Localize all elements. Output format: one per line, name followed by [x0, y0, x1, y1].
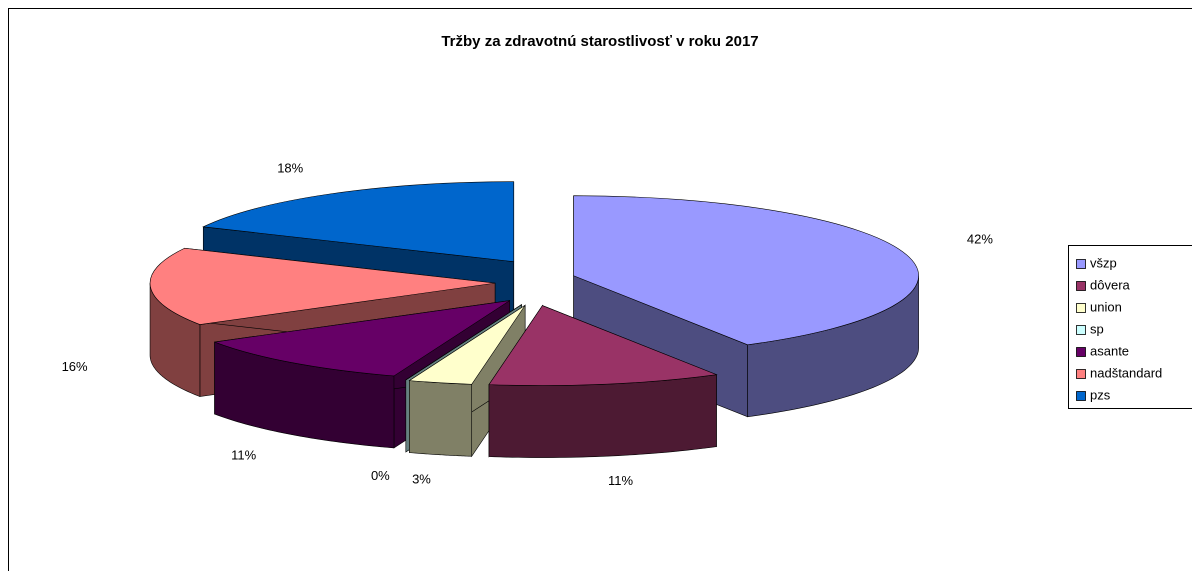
slice-top [214, 300, 510, 377]
chart-title: Tržby za zdravotnú starostlivosť v roku … [441, 33, 758, 50]
legend-box [1068, 245, 1192, 409]
slice-wall [409, 380, 473, 457]
legend-swatch [1076, 325, 1086, 335]
data-label: 18% [277, 160, 303, 175]
legend-swatch [1076, 347, 1086, 357]
data-label: 0% [371, 468, 390, 483]
legend-swatch [1076, 303, 1086, 313]
data-label: 42% [967, 232, 993, 247]
legend-label: dôvera [1090, 277, 1131, 292]
slice-top [408, 305, 526, 385]
slice-top [202, 181, 515, 262]
slice-top [488, 305, 718, 386]
slice [488, 304, 718, 458]
slice-wall [488, 374, 717, 458]
data-label: 16% [62, 359, 88, 374]
legend-label: sp [1090, 321, 1104, 336]
slice-top [573, 195, 919, 346]
legend-swatch [1076, 259, 1086, 269]
legend-label: asante [1090, 343, 1129, 358]
legend-swatch [1076, 391, 1086, 401]
legend-label: všzp [1090, 255, 1117, 270]
legend-label: pzs [1090, 387, 1111, 402]
legend-label: nadštandard [1090, 365, 1162, 380]
legend: všzp dôvera union sp asante nadštandard pzs [1068, 245, 1192, 409]
slice-top [149, 247, 496, 325]
legend-swatch [1076, 281, 1086, 291]
legend-label: union [1090, 299, 1122, 314]
pie: 42% 11% 3% 0% 11% 16% 18% [62, 160, 994, 488]
data-label: 11% [608, 473, 633, 488]
data-label: 3% [412, 471, 431, 486]
data-label: 11% [231, 448, 256, 463]
legend-swatch [1076, 369, 1086, 379]
